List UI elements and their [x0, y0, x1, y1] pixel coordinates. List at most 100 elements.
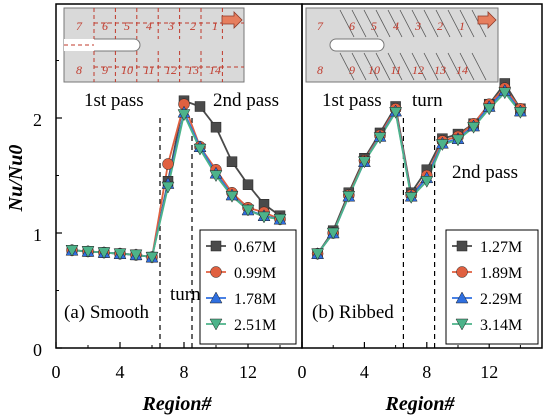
rib	[435, 9, 451, 38]
data-point	[177, 109, 191, 122]
pass1-label-b: 1st pass	[322, 90, 382, 111]
region-number: 12	[412, 63, 424, 77]
rib	[363, 9, 379, 38]
legend-a: 0.67M 0.99M 1.78M 2.51M	[199, 229, 297, 345]
y-tick-label: 0	[33, 340, 42, 360]
region-number: 4	[146, 19, 152, 33]
region-number: 4	[393, 19, 399, 33]
data-point	[129, 249, 143, 262]
rib	[411, 52, 427, 81]
rib	[447, 9, 463, 38]
data-point	[404, 192, 418, 204]
data-point	[161, 181, 175, 194]
data-point	[225, 190, 239, 203]
data-point	[311, 248, 325, 261]
data-point	[81, 246, 95, 258]
x-tick-label: 8	[180, 362, 189, 382]
data-point	[357, 156, 371, 169]
region-number: 9	[349, 63, 355, 77]
legend-label: 1.78M	[234, 291, 276, 308]
data-point	[97, 247, 111, 260]
legend-label: 2.51M	[234, 317, 276, 334]
inset-b-ribs	[339, 9, 487, 81]
channel-inset-a: 7 6 5 4 3 2 1 8 9 10 11 12 13 14	[63, 7, 245, 83]
rib	[423, 9, 439, 38]
data-point	[242, 179, 254, 190]
data-point	[498, 87, 512, 100]
x-tick-label: 0	[298, 362, 307, 382]
data-point	[241, 204, 255, 217]
turn-label-a: turn	[170, 284, 201, 305]
flow-arrow-icon	[477, 11, 497, 29]
data-point	[342, 190, 356, 203]
rib	[375, 52, 391, 81]
legend-label: 3.14M	[480, 317, 522, 334]
rib	[387, 9, 403, 38]
legend-marker	[209, 291, 223, 304]
legend-label: 1.27M	[480, 239, 522, 256]
rib	[351, 52, 367, 81]
region-number: 9	[102, 63, 108, 77]
x-tick-label: 4	[116, 362, 125, 382]
rib	[399, 52, 415, 81]
legend-b-entries: 1.27M 1.89M 2.29M 3.14M	[452, 239, 522, 334]
pass2-label-a: 2nd pass	[213, 90, 279, 111]
x-tick-label: 4	[360, 362, 369, 382]
x-axis-label-b: Region#	[385, 393, 456, 415]
data-point	[435, 139, 449, 151]
rib	[459, 52, 475, 81]
x-tick-label: 8	[422, 362, 431, 382]
x-tick-label: 0	[52, 362, 61, 382]
inset-a-divider	[94, 38, 141, 52]
region-number: 11	[143, 63, 154, 77]
data-point	[65, 245, 79, 257]
region-number: 10	[368, 63, 380, 77]
panel-b-layer: 0 4 8 12	[298, 78, 527, 382]
legend-marker	[210, 266, 222, 278]
region-number: 14	[209, 63, 221, 77]
data-point	[209, 170, 223, 183]
data-point	[273, 213, 287, 226]
legend-label: 0.99M	[234, 265, 276, 282]
panel-b-title: (b) Ribbed	[312, 302, 394, 323]
pass2-label-b: 2nd pass	[452, 162, 518, 183]
region-number: 5	[124, 19, 130, 33]
rib	[471, 52, 487, 81]
region-number: 11	[390, 63, 401, 77]
legend-label: 2.29M	[480, 291, 522, 308]
x-tick-label: 12	[239, 362, 257, 382]
legend-b: 1.27M 1.89M 2.29M 3.14M	[445, 229, 539, 345]
region-number: 7	[76, 19, 83, 33]
legend-marker	[456, 266, 468, 278]
y-tick-label: 1	[33, 225, 42, 245]
rib	[351, 9, 367, 38]
data-point	[226, 156, 238, 167]
pass1-label-a: 1st pass	[84, 90, 144, 111]
data-point	[482, 103, 496, 116]
data-point	[467, 121, 481, 134]
region-number: 5	[371, 19, 377, 33]
region-number: 7	[317, 19, 324, 33]
legend-marker	[209, 318, 223, 331]
data-point	[389, 107, 403, 119]
panel-b-frame	[301, 3, 543, 349]
region-number: 2	[190, 19, 196, 33]
y-tick-label: 2	[33, 110, 42, 130]
y-axis-label: Nu/Nu0	[5, 145, 27, 213]
region-number: 12	[165, 63, 177, 77]
data-point	[113, 248, 127, 261]
rib	[339, 9, 355, 38]
rib	[387, 52, 403, 81]
channel-inset-b: 7 6 5 4 3 2 1 8 9 10 11 12 13 14	[305, 7, 499, 83]
data-point	[420, 176, 434, 188]
legend-a-entries: 0.67M 0.99M 1.78M 2.51M	[206, 239, 276, 334]
region-number: 6	[349, 19, 355, 33]
inset-b-region-labels: 7 6 5 4 3 2 1 8 9 10 11 12 13 14	[317, 19, 468, 77]
inset-b-divider	[329, 38, 385, 52]
rib	[423, 52, 439, 81]
x-axis-label-a: Region#	[142, 393, 213, 415]
rib	[339, 52, 355, 81]
rib	[411, 9, 427, 38]
inset-a-region-labels: 7 6 5 4 3 2 1 8 9 10 11 12 13 14	[76, 19, 221, 77]
